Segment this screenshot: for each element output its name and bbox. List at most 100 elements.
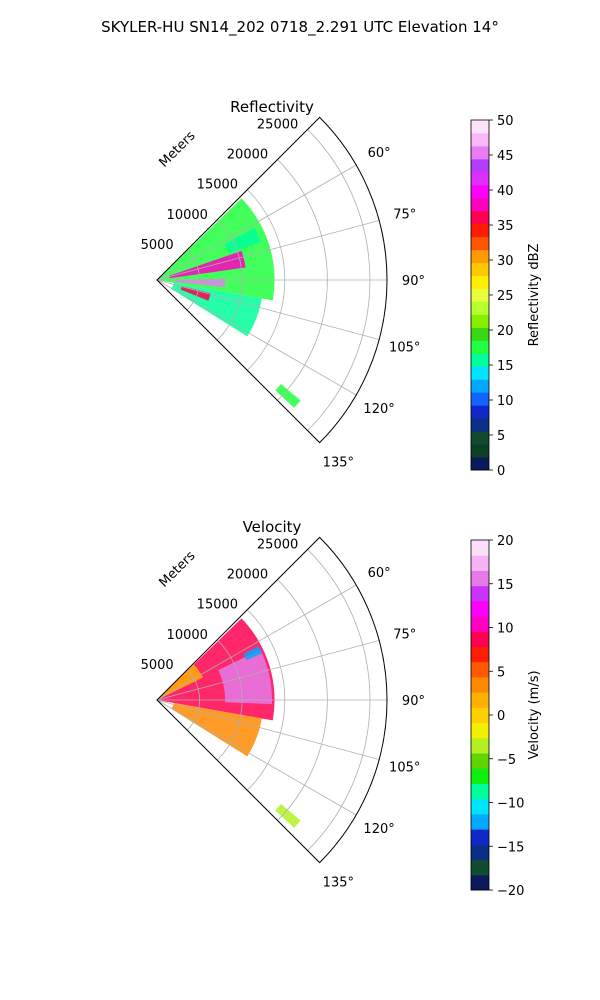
colorbar-segment bbox=[471, 457, 489, 471]
colorbar-segment bbox=[471, 600, 489, 617]
colorbar-segment bbox=[471, 631, 489, 648]
azimuth-gridline bbox=[156, 279, 380, 340]
polar-grid bbox=[156, 116, 388, 444]
echo-region bbox=[243, 646, 263, 661]
azimuth-gridline bbox=[156, 164, 357, 281]
sector-outline bbox=[156, 116, 388, 444]
colorbar: 0 5 10 15 20 25 30 35 40 45 50 Reflectivity dBZ bbox=[470, 114, 542, 479]
range-tick-label: 25000 bbox=[257, 537, 298, 552]
colorbar-tick-label: 0 bbox=[497, 464, 505, 479]
colorbar-tick-label: 10 bbox=[497, 622, 514, 637]
range-axis-label: Meters bbox=[157, 548, 199, 590]
colorbar-segment bbox=[471, 844, 489, 861]
echo-region bbox=[180, 286, 211, 301]
colorbar-tick-label: 45 bbox=[497, 149, 514, 164]
colorbar-segment bbox=[471, 829, 489, 845]
colorbar-segment bbox=[471, 158, 489, 173]
colorbar-segment bbox=[471, 676, 489, 693]
echo-region bbox=[157, 664, 203, 700]
colorbar-tick-label: 35 bbox=[497, 219, 514, 234]
azimuth-tick-label: 60° bbox=[368, 566, 391, 581]
colorbar-tick-label: −5 bbox=[497, 753, 516, 768]
colorbar-tick-label: 40 bbox=[497, 184, 514, 199]
colorbar-tick-label: 10 bbox=[497, 394, 514, 409]
colorbar-segment bbox=[471, 262, 489, 277]
azimuth-gridline bbox=[156, 699, 357, 816]
colorbar-tick-label: −15 bbox=[497, 840, 524, 855]
azimuth-gridline bbox=[156, 220, 380, 281]
colorbar-segment bbox=[471, 859, 489, 876]
azimuth-tick-label: 135° bbox=[323, 875, 354, 890]
azimuth-tick-label: 105° bbox=[389, 340, 420, 355]
figure-title: SKYLER-HU SN14_202 0718_2.291 UTC Elevat… bbox=[101, 18, 499, 37]
azimuth-gridline bbox=[156, 699, 380, 760]
colorbar-segment bbox=[471, 120, 489, 134]
colorbar-segment bbox=[471, 540, 489, 556]
colorbar-segment bbox=[471, 707, 489, 724]
colorbar-segment bbox=[471, 379, 489, 393]
colorbar-segment bbox=[471, 813, 489, 830]
panel-title: Velocity bbox=[243, 518, 302, 536]
colorbar-segment bbox=[471, 353, 489, 367]
azimuth-tick-label: 60° bbox=[368, 146, 391, 161]
colorbar-segment bbox=[471, 249, 489, 264]
colorbar-segment bbox=[471, 722, 489, 739]
range-tick-label: 15000 bbox=[197, 598, 238, 613]
range-tick-label: 20000 bbox=[227, 568, 268, 583]
colorbar-segment bbox=[471, 405, 489, 419]
colorbar-segment bbox=[471, 210, 489, 225]
colorbar-segment bbox=[471, 768, 489, 784]
colorbar-segment bbox=[471, 197, 489, 212]
colorbar-segment bbox=[471, 418, 489, 432]
colorbar-tick-label: 50 bbox=[497, 114, 514, 129]
colorbar-segment bbox=[471, 327, 489, 341]
colorbar-segment bbox=[471, 753, 489, 769]
colorbar-segment bbox=[471, 585, 489, 602]
azimuth-gridline bbox=[156, 640, 380, 701]
azimuth-tick-label: 75° bbox=[393, 208, 416, 223]
echo-layer bbox=[157, 198, 301, 408]
colorbar-segment bbox=[471, 314, 489, 328]
range-axis-label: Meters bbox=[157, 128, 199, 170]
azimuth-tick-label: 90° bbox=[402, 274, 425, 289]
colorbar: −20 −15 −10 −5 0 5 10 15 20 Velocity (m/s) bbox=[470, 534, 542, 899]
azimuth-tick-label: 105° bbox=[389, 760, 420, 775]
colorbar-tick-label: 0 bbox=[497, 709, 505, 724]
panel-title: Reflectivity bbox=[230, 98, 314, 116]
colorbar-segment bbox=[471, 737, 489, 754]
azimuth-tick-label: 90° bbox=[402, 694, 425, 709]
echo-region bbox=[275, 804, 301, 828]
colorbar-tick-label: 5 bbox=[497, 429, 505, 444]
echo-region bbox=[224, 228, 262, 254]
colorbar-segment bbox=[471, 275, 489, 290]
colorbar-segment bbox=[471, 661, 489, 678]
colorbar-segment bbox=[471, 798, 489, 815]
colorbar-segment bbox=[471, 223, 489, 238]
range-tick-label: 25000 bbox=[257, 117, 298, 132]
colorbar-segment bbox=[471, 366, 489, 380]
colorbar-segment bbox=[471, 431, 489, 445]
colorbar-segment bbox=[471, 874, 489, 891]
azimuth-gridline bbox=[156, 279, 357, 396]
colorbar-segment bbox=[471, 288, 489, 302]
colorbar-tick-label: 5 bbox=[497, 665, 505, 680]
sector-outline bbox=[156, 536, 388, 864]
polar-grid bbox=[156, 536, 388, 864]
colorbar-tick-label: 15 bbox=[497, 578, 514, 593]
colorbar-tick-label: 20 bbox=[497, 324, 514, 339]
colorbar-segment bbox=[471, 570, 489, 587]
colorbar-segment bbox=[471, 340, 489, 354]
colorbar-segment bbox=[471, 236, 489, 251]
colorbar-tick-label: 20 bbox=[497, 534, 514, 549]
colorbar-tick-label: 30 bbox=[497, 254, 514, 269]
azimuth-gridline bbox=[156, 584, 357, 701]
azimuth-tick-label: 120° bbox=[363, 402, 394, 417]
azimuth-tick-label: 120° bbox=[363, 822, 394, 837]
reflectivity-panel: Reflectivity 60° 75° 90° 105° 120° 135° 5000 10… bbox=[141, 98, 542, 479]
range-tick-label: 5000 bbox=[141, 658, 174, 673]
colorbar-segment bbox=[471, 145, 489, 160]
range-tick-label: 10000 bbox=[167, 628, 208, 643]
colorbar-segment bbox=[471, 301, 489, 315]
colorbar-tick-label: 25 bbox=[497, 289, 514, 304]
